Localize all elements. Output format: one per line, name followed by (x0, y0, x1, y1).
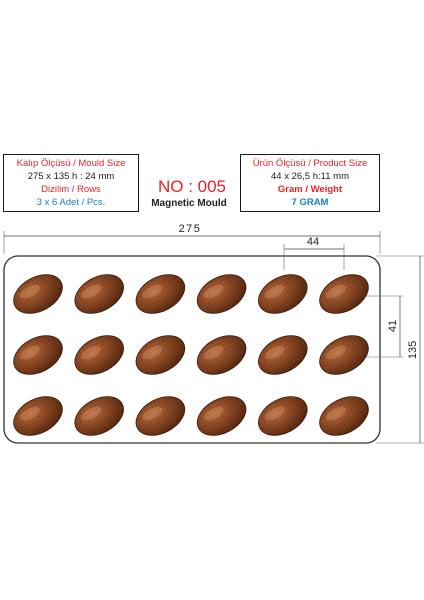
rows-value: 3 x 6 Adet / Pcs. (36, 197, 106, 208)
weight-value: 7 GRAM (291, 197, 329, 208)
mould-size-value: 275 x 135 h : 24 mm (27, 171, 115, 182)
chocolate-cavity (258, 335, 308, 375)
chocolate-cavity (319, 335, 369, 375)
mould-type: Magnetic Mould (151, 198, 227, 209)
chocolate-cavity (258, 274, 308, 314)
product-size-title: Ürün Ölçüsü / Product Size (252, 158, 368, 169)
cavity-pitch-dimension: 41 (366, 295, 403, 358)
height-dimension: 135 (376, 255, 424, 444)
chocolate-cavity (135, 274, 186, 314)
chocolate-cavity (319, 396, 369, 436)
chocolate-cavity (13, 396, 63, 436)
cavity-grid (13, 274, 369, 436)
cavity-length-dimension: 44 (283, 236, 345, 270)
mould-size-box: Kalıp Ölçüsü / Mould Size 275 x 135 h : … (3, 154, 139, 212)
rows-label: Dizilim / Rows (41, 184, 101, 195)
chocolate-cavity (196, 396, 247, 436)
width-label: 275 (179, 223, 202, 235)
cavity-length-label: 44 (307, 236, 319, 248)
chocolate-cavity (74, 396, 124, 436)
chocolate-cavity (319, 274, 369, 314)
chocolate-cavity (13, 335, 63, 375)
chocolate-cavity (74, 274, 124, 314)
width-dimension: 275 (3, 223, 381, 254)
mould-size-title: Kalıp Ölçüsü / Mould Size (16, 158, 126, 169)
chocolate-cavity (74, 335, 124, 375)
model-number: NO : 005 (157, 177, 227, 196)
height-label: 135 (407, 341, 419, 359)
chocolate-cavity (135, 396, 186, 436)
chocolate-cavity (196, 274, 247, 314)
chocolate-cavity (196, 335, 247, 375)
weight-label: Gram / Weight (277, 184, 343, 195)
chocolate-cavity (13, 274, 63, 314)
chocolate-cavity (135, 335, 186, 375)
cavity-pitch-label: 41 (387, 320, 399, 332)
product-size-box: Ürün Ölçüsü / Product Size 44 x 26,5 h:1… (240, 154, 380, 212)
chocolate-cavity (258, 396, 308, 436)
product-size-value: 44 x 26,5 h:11 mm (271, 171, 349, 182)
